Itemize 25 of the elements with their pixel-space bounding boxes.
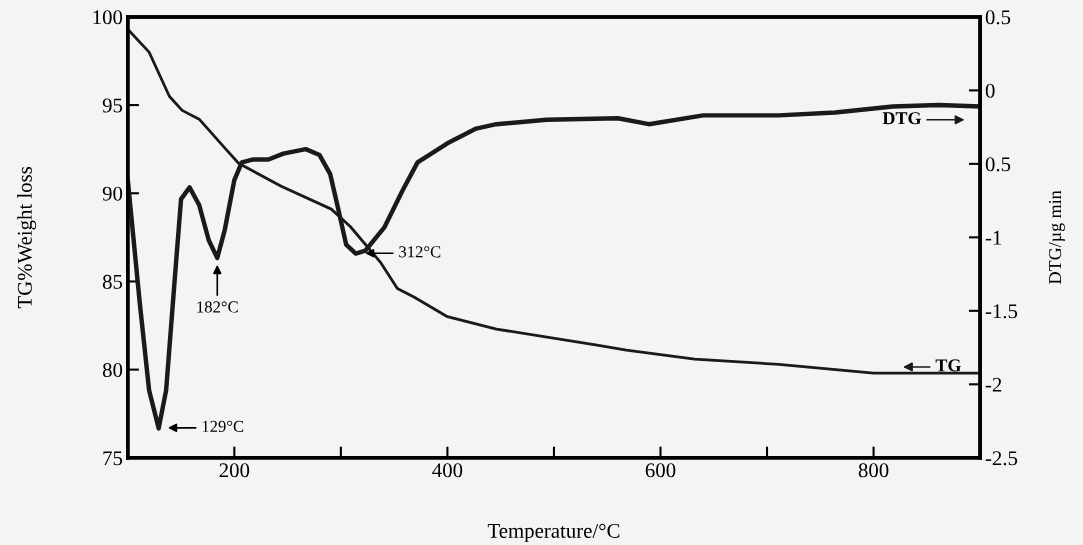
y2-tick-label: 0	[985, 83, 995, 98]
y2-tick-label: -2.5	[985, 451, 1018, 466]
y-axis-title: TG%Weight loss	[17, 166, 37, 309]
x-tick-label: 800	[858, 463, 889, 478]
x-axis-title: Temperature/°C	[487, 523, 620, 543]
y-tick-label: 80	[102, 362, 123, 378]
y-tick-label: 95	[102, 98, 123, 113]
annotation: 312°C	[399, 246, 441, 258]
y-tick-label: 90	[102, 186, 123, 201]
y2-tick-label: 0.5	[985, 10, 1011, 25]
y-tick-label: 100	[93, 10, 123, 25]
y-tick-label: 85	[102, 274, 123, 289]
y2-tick-label: 0.5	[985, 157, 1011, 172]
y2-tick-label: -2	[985, 377, 1002, 392]
series-label: DTG	[882, 112, 922, 125]
y2-tick-label: -1.5	[985, 304, 1018, 319]
legend-label: TG	[935, 359, 961, 372]
x-tick-label: 600	[645, 463, 676, 478]
y2-tick-label: -1	[985, 230, 1002, 245]
annotation: 182°C	[197, 301, 238, 313]
x-tick-label: 200	[219, 463, 250, 478]
x-tick-label: 400	[432, 463, 463, 478]
y2-axis-title: DTG/µg min	[1049, 190, 1065, 284]
y-tick-label: 75	[103, 451, 123, 466]
annotation: 129°C	[202, 420, 244, 432]
